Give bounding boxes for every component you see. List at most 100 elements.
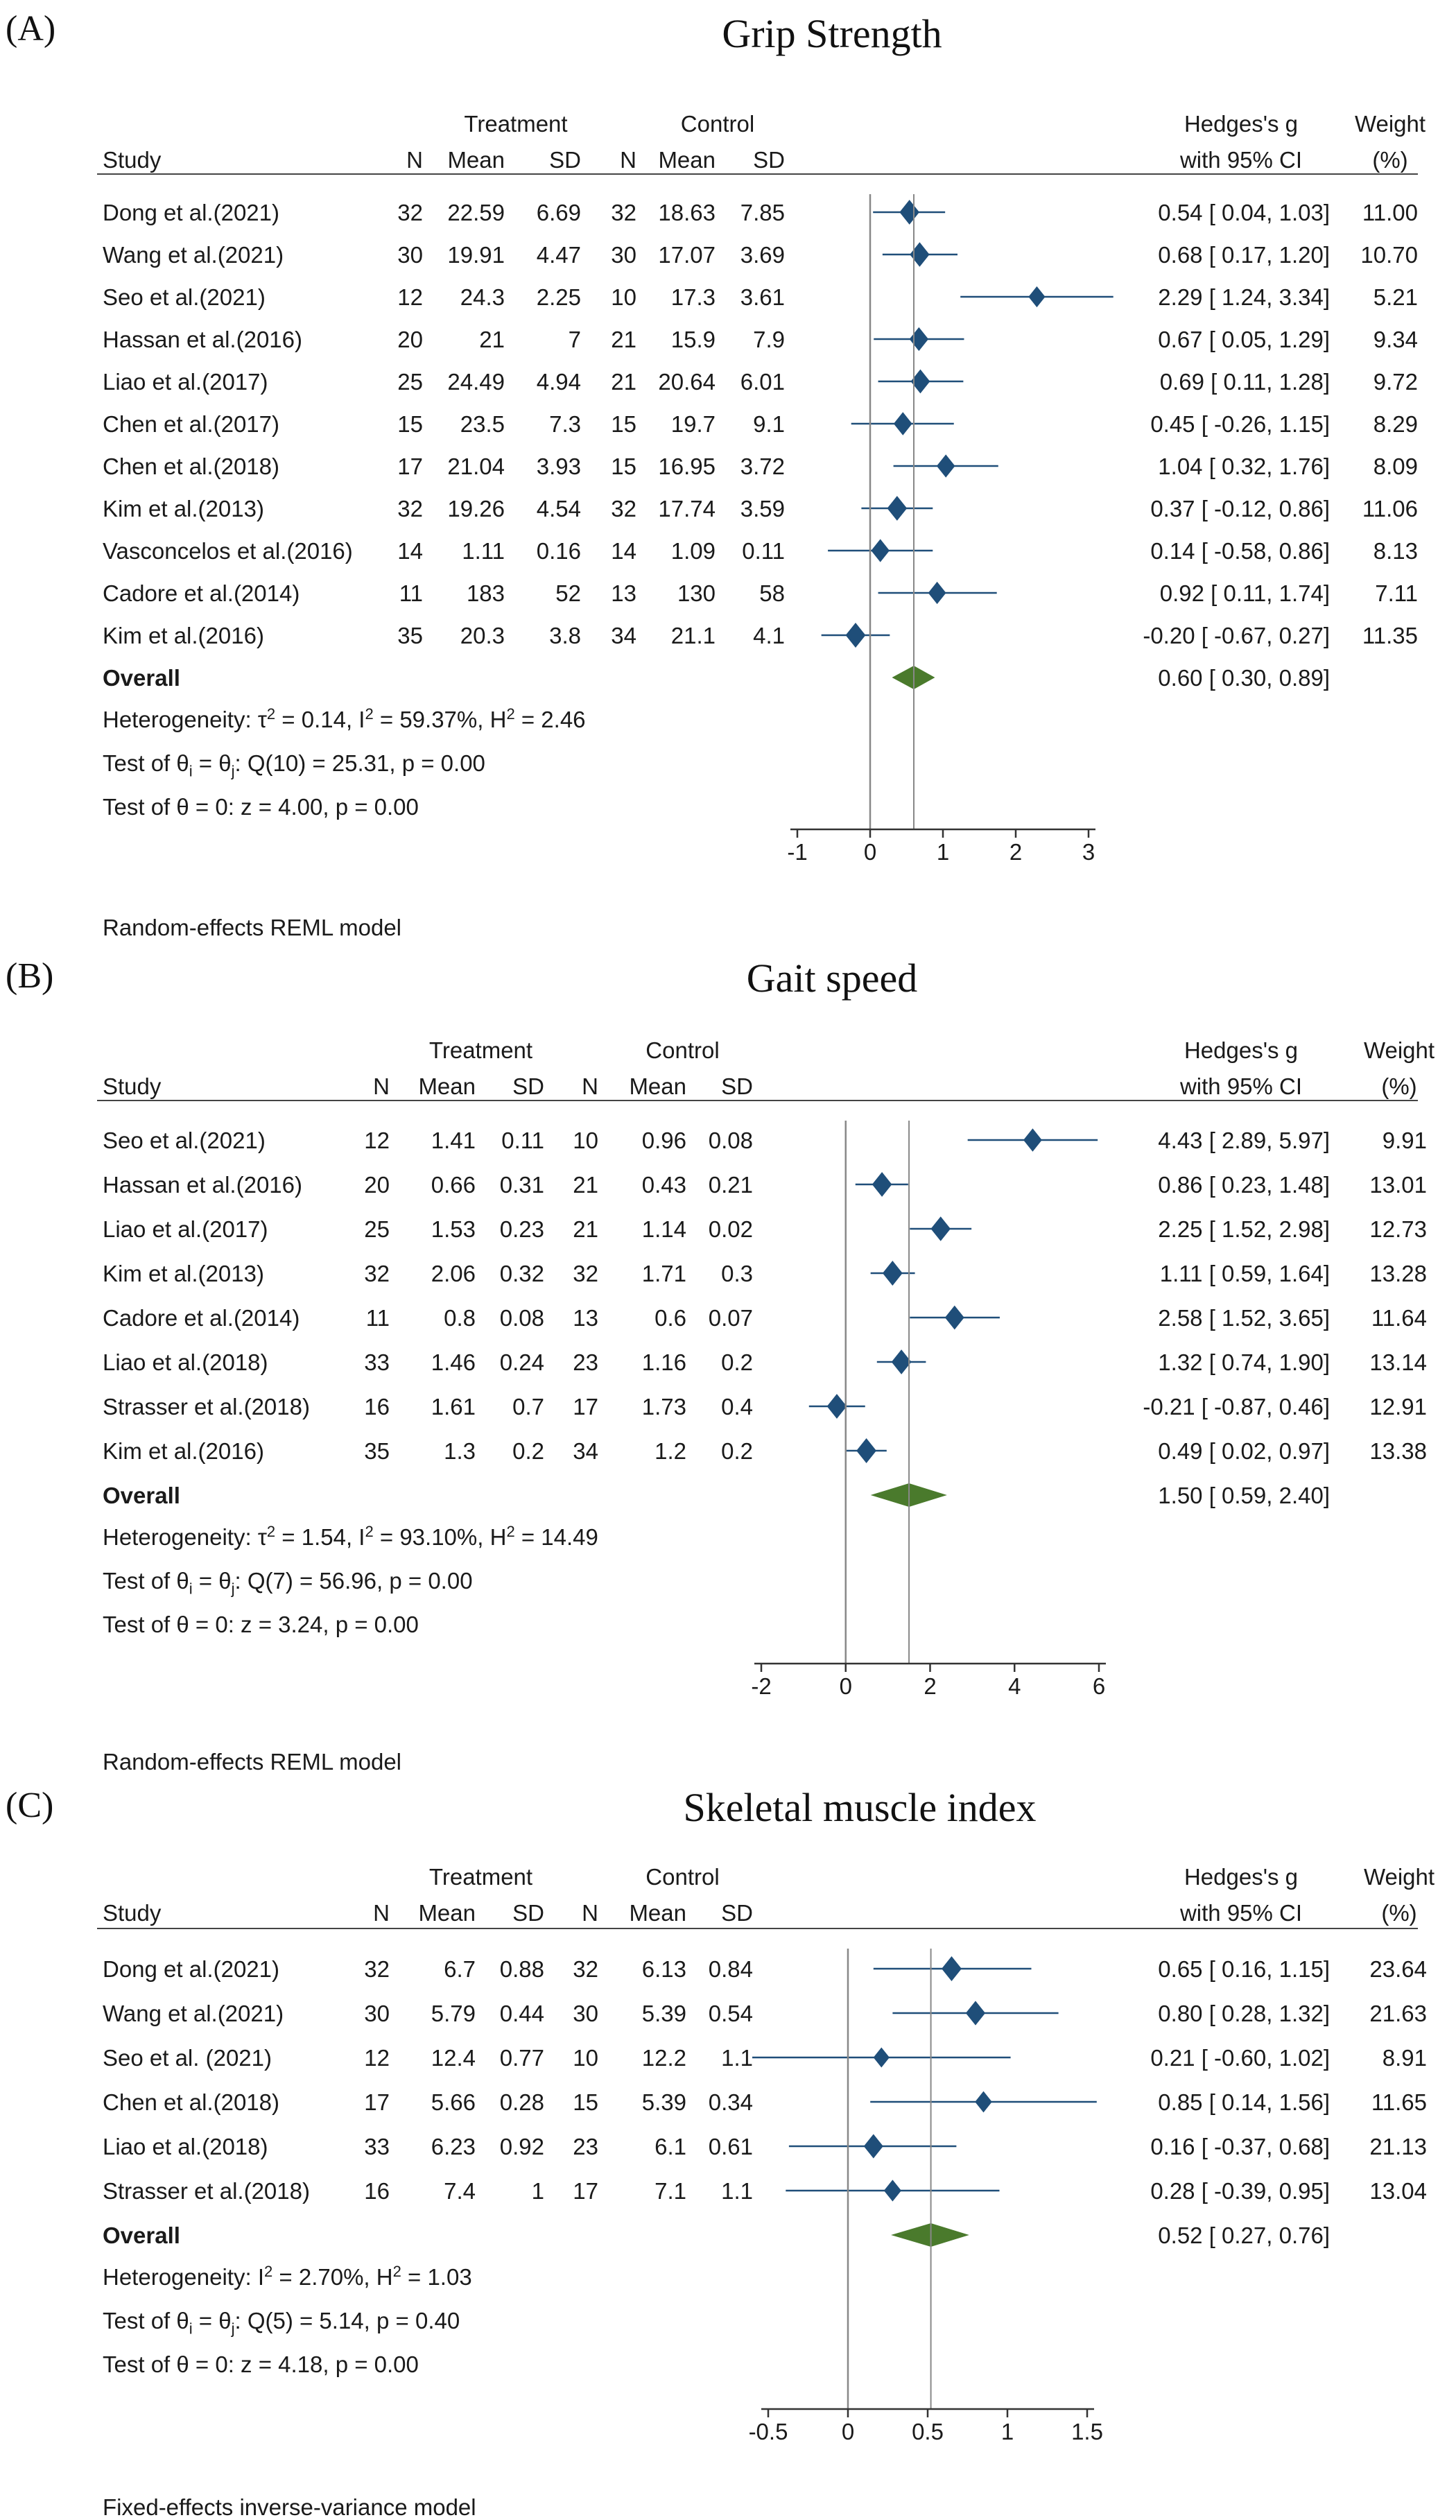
x-tick-label: 2 [924, 1673, 937, 1699]
x-tick-label: 1 [936, 839, 950, 865]
treatment-n: 30 [364, 2001, 390, 2026]
control-mean: 0.96 [641, 1128, 686, 1153]
study-name: Vasconcelos et al.(2016) [103, 538, 353, 564]
treatment-mean: 19.91 [447, 242, 505, 268]
effect-marker [856, 1438, 876, 1463]
treatment-sd: 0.77 [499, 2045, 544, 2071]
header-rule [97, 173, 1418, 175]
effect-ci-value: -0.21 [ -0.87, 0.46] [1143, 1394, 1330, 1419]
control-sd: 0.2 [721, 1349, 753, 1375]
overall-ci-value: 1.50 [ 0.59, 2.40] [1158, 1483, 1330, 1508]
header-study: Study [103, 147, 162, 173]
control-mean: 12.2 [641, 2045, 686, 2071]
effect-ci-value: 0.14 [ -0.58, 0.86] [1150, 538, 1330, 564]
effect-ci-value: 0.68 [ 0.17, 1.20] [1158, 242, 1330, 268]
weight-value: 13.38 [1369, 1438, 1427, 1464]
effect-marker [891, 1349, 912, 1374]
treatment-n: 16 [364, 1394, 390, 1419]
q-test-value: Q(10) = 25.31, p = 0.00 [247, 750, 485, 776]
header-weight: Weight [1363, 1864, 1435, 1890]
weight-value: 8.13 [1373, 538, 1418, 564]
effect-ci-value: 1.04 [ 0.32, 1.76] [1158, 454, 1330, 479]
treatment-sd: 0.28 [499, 2089, 544, 2115]
weight-value: 13.14 [1369, 1349, 1427, 1375]
effect-marker [1023, 1128, 1042, 1152]
treatment-sd: 0.88 [499, 1956, 544, 1982]
effect-marker [871, 539, 890, 562]
x-tick-label: -0.5 [748, 2419, 788, 2444]
h2-value: 2.46 [541, 707, 586, 732]
control-sd: 0.02 [708, 1216, 753, 1242]
effect-marker [863, 2134, 883, 2159]
control-mean: 21.1 [670, 623, 716, 648]
treatment-mean: 19.26 [447, 496, 505, 521]
control-sd: 9.1 [753, 411, 785, 437]
header-mean-treatment: Mean [418, 1900, 476, 1926]
control-n: 30 [573, 2001, 598, 2026]
weight-value: 5.21 [1373, 284, 1418, 310]
weight-value: 12.73 [1369, 1216, 1427, 1242]
header-study: Study [103, 1900, 162, 1926]
i2-value: 93.10% [399, 1524, 478, 1550]
effect-marker [845, 623, 866, 648]
effect-marker [975, 2091, 992, 2113]
control-mean: 5.39 [641, 2001, 686, 2026]
weight-value: 13.01 [1369, 1172, 1427, 1198]
treatment-sd: 4.94 [536, 369, 581, 395]
effect-ci-value: 0.16 [ -0.37, 0.68] [1150, 2134, 1330, 2159]
header-sd-treatment: SD [512, 1900, 544, 1926]
effect-marker [1028, 286, 1046, 308]
treatment-n: 32 [364, 1261, 390, 1286]
x-tick-label: 0 [839, 1673, 852, 1699]
study-name: Hassan et al.(2016) [103, 1172, 302, 1198]
control-n: 32 [573, 1261, 598, 1286]
x-tick-label: 0 [841, 2419, 855, 2444]
control-mean: 1.71 [641, 1261, 686, 1286]
treatment-mean: 2.06 [431, 1261, 476, 1286]
treatment-n: 12 [364, 1128, 390, 1153]
z-test: Test of θ = 0: z = 4.00, p = 0.00 [103, 794, 419, 820]
control-mean: 17.3 [670, 284, 716, 310]
study-name: Strasser et al.(2018) [103, 1394, 310, 1419]
panel-letter: (C) [6, 1786, 54, 1825]
treatment-n: 32 [397, 200, 423, 225]
effect-ci-value: 4.43 [ 2.89, 5.97] [1158, 1128, 1330, 1153]
control-sd: 0.4 [721, 1394, 753, 1419]
effect-ci-value: -0.20 [ -0.67, 0.27] [1143, 623, 1330, 648]
effect-ci-value: 0.85 [ 0.14, 1.56] [1158, 2089, 1330, 2115]
header-control: Control [645, 1037, 720, 1063]
treatment-n: 32 [397, 496, 423, 521]
panel-title: Grip Strength [722, 11, 942, 56]
effect-ci-value: 0.54 [ 0.04, 1.03] [1158, 200, 1330, 225]
effect-ci-value: 0.67 [ 0.05, 1.29] [1158, 327, 1330, 352]
treatment-sd: 0.2 [512, 1438, 544, 1464]
control-n: 30 [611, 242, 636, 268]
x-tick-label: 3 [1082, 839, 1095, 865]
weight-value: 11.65 [1371, 2089, 1427, 2115]
control-n: 23 [573, 2134, 598, 2159]
effect-ci-value: 0.80 [ 0.28, 1.32] [1158, 2001, 1330, 2026]
effect-marker [910, 242, 930, 267]
x-tick-label: 2 [1009, 839, 1023, 865]
overall-label: Overall [103, 2223, 180, 2248]
control-sd: 7.85 [740, 200, 785, 225]
treatment-mean: 7.4 [444, 2178, 476, 2204]
study-name: Chen et al.(2018) [103, 454, 279, 479]
weight-value: 8.91 [1382, 2045, 1427, 2071]
treatment-n: 25 [364, 1216, 390, 1242]
effect-ci-value: 0.92 [ 0.11, 1.74] [1159, 580, 1330, 606]
control-n: 17 [573, 1394, 598, 1419]
control-n: 17 [573, 2178, 598, 2204]
treatment-sd: 0.11 [501, 1128, 544, 1153]
effect-marker [930, 1216, 951, 1241]
header-effect-ci: with 95% CI [1179, 1073, 1303, 1099]
effect-marker [887, 496, 908, 521]
header-treatment: Treatment [464, 111, 568, 137]
header-rule [97, 1100, 1418, 1101]
control-sd: 0.84 [708, 1956, 753, 1982]
treatment-n: 12 [397, 284, 423, 310]
header-study: Study [103, 1073, 162, 1099]
control-mean: 18.63 [658, 200, 716, 225]
control-sd: 0.61 [708, 2134, 753, 2159]
weight-value: 12.91 [1369, 1394, 1427, 1419]
